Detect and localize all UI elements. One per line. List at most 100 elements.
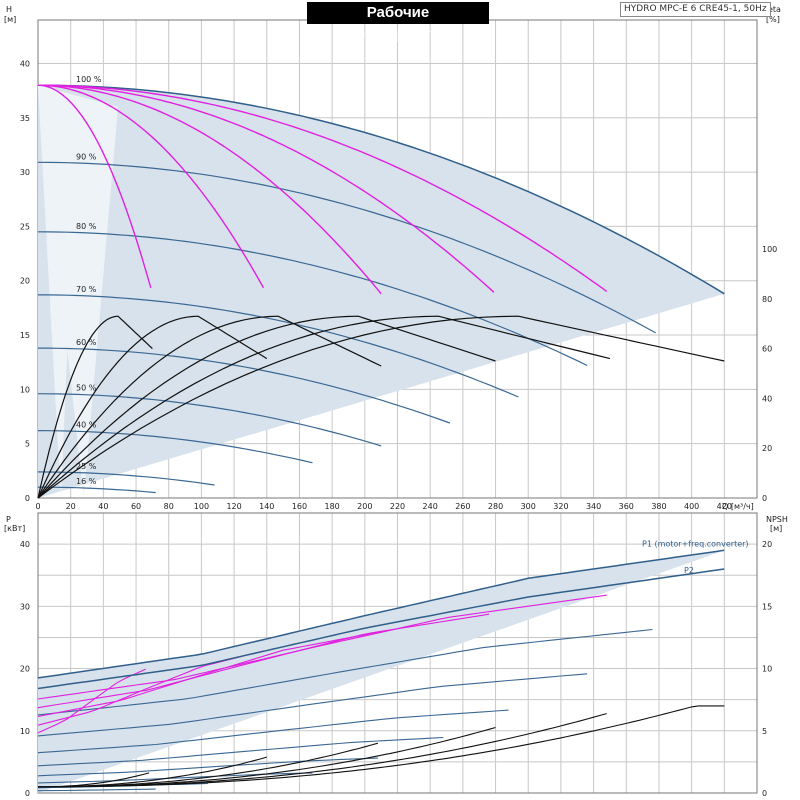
y-tick-label: 40 bbox=[20, 59, 30, 68]
p-tick-label: 30 bbox=[20, 602, 30, 611]
x-tick-label: 400 bbox=[684, 502, 699, 511]
npsh-axis-label: NPSH bbox=[766, 515, 788, 524]
x-tick-label: 200 bbox=[357, 502, 372, 511]
x-tick-label: 120 bbox=[226, 502, 241, 511]
speed-label: 90 % bbox=[76, 152, 97, 161]
power-speed-curve bbox=[37, 709, 509, 754]
x-tick-label: 360 bbox=[619, 502, 634, 511]
speed-label: 40 % bbox=[76, 421, 97, 430]
speed-curve bbox=[37, 393, 382, 447]
efficiency-curve bbox=[37, 315, 611, 499]
y-tick-label: 5 bbox=[25, 440, 30, 449]
p-tick-label: 10 bbox=[20, 727, 30, 736]
x-tick-label: 300 bbox=[521, 502, 536, 511]
speed-label: 50 % bbox=[76, 384, 97, 393]
y-tick-label: 10 bbox=[20, 385, 30, 394]
power-speed-curve bbox=[37, 736, 444, 767]
speed-curve bbox=[37, 231, 588, 367]
power-pump-curve bbox=[37, 613, 490, 709]
y-tick-label-right: 60 bbox=[762, 345, 772, 354]
speed-label: 80 % bbox=[76, 222, 97, 231]
speed-curve bbox=[38, 294, 519, 398]
y-tick-label-right: 40 bbox=[762, 394, 772, 403]
npsh-tick-label: 15 bbox=[762, 602, 772, 611]
pump-curve bbox=[38, 84, 382, 295]
p2-line bbox=[37, 568, 725, 690]
npsh-axis-unit: [м] bbox=[770, 524, 782, 533]
power-pump-curve bbox=[37, 594, 607, 700]
speed-curve bbox=[38, 347, 451, 424]
light-wedge bbox=[38, 85, 119, 498]
efficiency-curve bbox=[37, 315, 153, 499]
x-tick-label: 380 bbox=[651, 502, 666, 511]
x-tick-label: 320 bbox=[553, 502, 568, 511]
power-speed-curve bbox=[37, 628, 653, 716]
pump-curve bbox=[37, 84, 152, 288]
x-tick-label: 420 bbox=[717, 502, 732, 511]
npsh-tick-label: 10 bbox=[762, 665, 772, 674]
p-tick-label: 40 bbox=[20, 540, 30, 549]
p-axis-unit: [кВт] bbox=[4, 524, 25, 533]
speed-label: 60 % bbox=[76, 338, 97, 347]
operating-area bbox=[38, 85, 725, 498]
model-label: HYDRO MPC-E 6 CRE45-1, 50Hz bbox=[620, 2, 771, 17]
speed-curve bbox=[37, 486, 156, 494]
speed-curve bbox=[37, 430, 313, 464]
y-axis-left-label: H bbox=[6, 5, 12, 14]
y-tick-label-right: 20 bbox=[762, 444, 772, 453]
x-tick-label: 340 bbox=[586, 502, 601, 511]
y-tick-label: 30 bbox=[20, 168, 30, 177]
efficiency-curve bbox=[37, 315, 725, 499]
pump-curve bbox=[38, 84, 608, 292]
power-pump-curve bbox=[37, 631, 382, 718]
speed-label: 25 % bbox=[76, 462, 97, 471]
power-pump-curve bbox=[37, 668, 147, 734]
p1-legend-label: P1 (motor+freq.converter) bbox=[642, 539, 749, 548]
y-axis-left-unit: [м] bbox=[4, 15, 16, 24]
x-tick-label: 220 bbox=[390, 502, 405, 511]
x-tick-label: 160 bbox=[292, 502, 307, 511]
x-tick-label: 60 bbox=[131, 502, 141, 511]
x-tick-label: 280 bbox=[488, 502, 503, 511]
x-tick-label: 260 bbox=[455, 502, 470, 511]
pump-curve bbox=[37, 84, 265, 289]
y-axis-right-label: eta bbox=[768, 5, 781, 14]
y-tick-label: 25 bbox=[20, 222, 30, 231]
speed-curve bbox=[37, 161, 656, 334]
x-tick-label: 100 bbox=[194, 502, 209, 511]
speed-label: 70 % bbox=[76, 285, 97, 294]
y-tick-label: 0 bbox=[25, 494, 30, 503]
x-tick-label: 240 bbox=[423, 502, 438, 511]
efficiency-curve bbox=[37, 315, 268, 499]
efficiency-curve bbox=[37, 315, 382, 499]
x-axis-label: Q [м³/ч] bbox=[722, 502, 754, 511]
power-speed-curve bbox=[37, 757, 378, 777]
x-tick-label: 180 bbox=[324, 502, 339, 511]
p2-legend-label: P2 bbox=[684, 566, 694, 575]
p-tick-label: 0 bbox=[25, 789, 30, 798]
x-tick-label: 20 bbox=[66, 502, 76, 511]
y-tick-label: 35 bbox=[20, 114, 30, 123]
power-speed-curve bbox=[37, 788, 156, 792]
speed-label: 100 % bbox=[76, 75, 102, 84]
y-tick-label-right: 100 bbox=[762, 245, 777, 254]
npsh-curve bbox=[38, 705, 725, 788]
x-tick-label: 0 bbox=[35, 502, 40, 511]
npsh-tick-label: 0 bbox=[762, 789, 767, 798]
npsh-tick-label: 5 bbox=[762, 727, 767, 736]
y-tick-label-right: 0 bbox=[762, 494, 767, 503]
pump-curve bbox=[38, 84, 495, 293]
y-tick-label: 20 bbox=[20, 277, 30, 286]
speed-label: 16 % bbox=[76, 477, 97, 486]
x-tick-label: 40 bbox=[98, 502, 108, 511]
power-area bbox=[38, 550, 725, 793]
y-axis-right-unit: [%] bbox=[766, 15, 780, 24]
p-tick-label: 20 bbox=[20, 665, 30, 674]
speed-curve bbox=[38, 84, 725, 295]
npsh-tick-label: 20 bbox=[762, 540, 772, 549]
y-tick-label-right: 80 bbox=[762, 295, 772, 304]
y-tick-label: 15 bbox=[20, 331, 30, 340]
x-tick-label: 140 bbox=[259, 502, 274, 511]
power-frame bbox=[37, 512, 758, 794]
